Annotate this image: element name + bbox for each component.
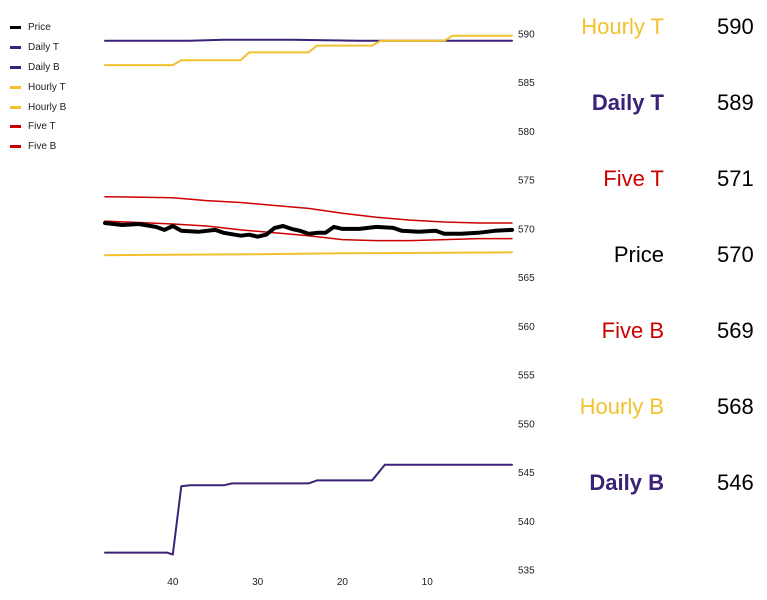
legend-swatch <box>10 105 21 109</box>
legend-swatch <box>10 65 21 69</box>
legend-item-hourly-t: Hourly T <box>10 77 66 97</box>
legend-swatch <box>10 26 21 30</box>
legend-label: Daily B <box>28 61 60 73</box>
legend-item-five-b: Five B <box>10 137 66 157</box>
legend-item-daily-b: Daily B <box>10 58 66 78</box>
y-tick-label: 540 <box>518 517 535 528</box>
readout-label: Price <box>613 242 664 267</box>
y-tick-label: 585 <box>518 78 535 89</box>
readout-row-hourly-b: Hourly B 568 <box>560 388 760 428</box>
legend-label: Price <box>28 22 51 34</box>
y-tick-label: 555 <box>518 371 535 382</box>
readout-row-five-b: Five B 569 <box>560 312 760 352</box>
y-tick-label: 565 <box>518 273 535 284</box>
legend-label: Daily T <box>28 42 59 54</box>
readout-value: 570 <box>717 242 754 267</box>
y-tick-label: 550 <box>518 419 535 430</box>
readout-label: Hourly T <box>581 14 664 39</box>
readout-value: 569 <box>717 318 754 343</box>
legend-swatch <box>10 125 21 129</box>
readout-value: 589 <box>717 90 754 115</box>
legend-label: Five T <box>28 121 56 133</box>
y-tick-label: 570 <box>518 224 535 235</box>
readout-row-five-t: Five T 571 <box>560 160 760 200</box>
x-tick-label: 40 <box>167 577 179 588</box>
legend-item-price: Price <box>10 18 66 38</box>
series-line-price <box>103 221 514 239</box>
x-tick-label: 10 <box>422 577 434 588</box>
y-tick-label: 590 <box>518 29 535 40</box>
legend: Price Daily T Daily B Hourly T Hourly B Five … <box>10 18 66 157</box>
legend-swatch <box>10 46 21 50</box>
readout-label: Five T <box>603 166 664 191</box>
y-tick-label: 580 <box>518 127 535 138</box>
readout-label: Daily T <box>591 90 664 115</box>
legend-item-daily-t: Daily T <box>10 38 66 58</box>
series-line-five-b <box>104 220 513 242</box>
x-tick-label: 20 <box>337 577 349 588</box>
readout-label: Hourly B <box>579 394 664 419</box>
legend-label: Hourly B <box>28 101 67 113</box>
readout-row-hourly-t: Hourly T 590 <box>560 8 760 48</box>
readout-value: 546 <box>717 470 754 495</box>
readout-row-price: Price 570 <box>560 236 760 276</box>
legend-swatch <box>10 145 21 149</box>
legend-swatch <box>10 85 21 89</box>
readout-row-daily-t: Daily T 589 <box>560 84 760 124</box>
series-line-hourly-b <box>104 251 513 257</box>
legend-label: Hourly T <box>28 81 66 93</box>
y-tick-label: 560 <box>518 322 535 333</box>
readout-value: 568 <box>717 394 754 419</box>
legend-label: Five B <box>28 141 57 153</box>
x-tick-label: 30 <box>252 577 264 588</box>
legend-item-five-t: Five T <box>10 117 66 137</box>
readout-label: Daily B <box>589 470 664 495</box>
series-line-hourly-t <box>104 34 513 67</box>
series-line-daily-t <box>104 38 513 42</box>
legend-item-hourly-b: Hourly B <box>10 97 66 117</box>
y-tick-label: 535 <box>518 566 535 577</box>
series-line-five-t <box>104 195 513 224</box>
readout-label: Five B <box>601 318 664 343</box>
y-tick-label: 545 <box>518 468 535 479</box>
series-line-daily-b <box>104 463 513 556</box>
readout-value: 571 <box>717 166 754 191</box>
readout-value: 590 <box>717 14 754 39</box>
y-tick-label: 575 <box>518 176 535 187</box>
readout-row-daily-b: Daily B 546 <box>560 464 760 504</box>
